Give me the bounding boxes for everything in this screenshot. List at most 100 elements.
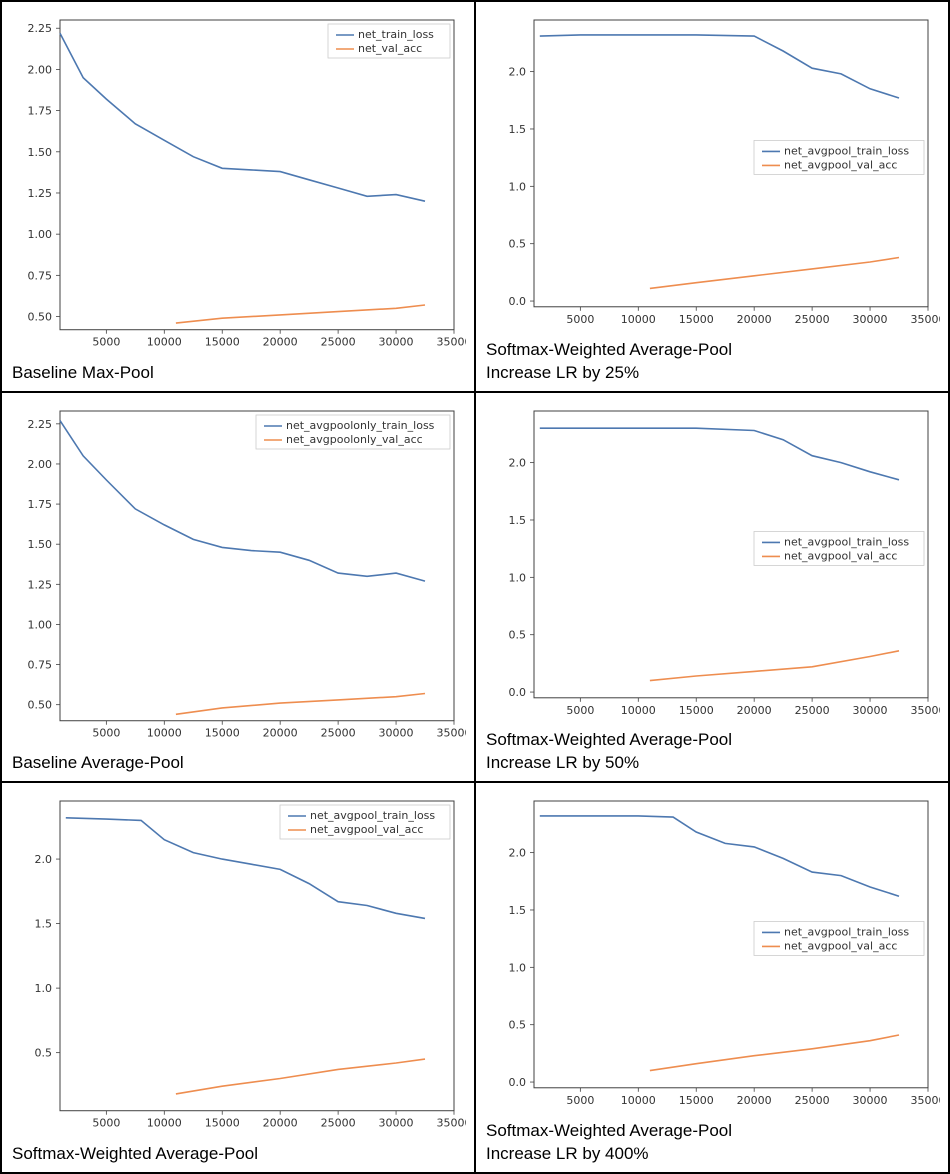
legend-label-acc: net_avgpool_val_acc [310, 823, 423, 836]
acc-line [176, 1059, 425, 1094]
svg-text:1.5: 1.5 [35, 918, 53, 931]
svg-text:30000: 30000 [379, 336, 414, 349]
caption-p11: Baseline Max-Pool [10, 358, 466, 387]
svg-text:20000: 20000 [263, 726, 298, 739]
legend-label-loss: net_avgpool_train_loss [784, 144, 909, 157]
svg-text:1.5: 1.5 [509, 514, 527, 527]
svg-text:0.75: 0.75 [28, 269, 53, 282]
svg-text:0.0: 0.0 [509, 1076, 527, 1089]
svg-text:20000: 20000 [263, 336, 298, 349]
svg-text:1.5: 1.5 [509, 904, 527, 917]
svg-text:30000: 30000 [853, 313, 888, 326]
caption-p12: Softmax-Weighted Average-Pool Increase L… [484, 335, 940, 387]
caption-p22: Softmax-Weighted Average-Pool Increase L… [484, 725, 940, 777]
svg-text:1.00: 1.00 [28, 618, 53, 631]
svg-text:2.0: 2.0 [509, 456, 527, 469]
svg-text:20000: 20000 [263, 1117, 298, 1130]
legend-label-loss: net_avgpool_train_loss [784, 926, 909, 939]
svg-text:20000: 20000 [737, 313, 772, 326]
svg-text:20000: 20000 [737, 703, 772, 716]
caption-line2: Increase LR by 50% [486, 753, 639, 772]
svg-text:1.50: 1.50 [28, 146, 53, 159]
svg-text:2.00: 2.00 [28, 458, 53, 471]
cell-softmax-base: 50001000015000200002500030000350000.51.0… [1, 782, 475, 1173]
svg-text:0.50: 0.50 [28, 698, 53, 711]
legend-label-acc: net_avgpool_val_acc [784, 549, 897, 562]
svg-text:1.0: 1.0 [509, 571, 527, 584]
svg-text:1.75: 1.75 [28, 105, 53, 118]
chart-p11: 5000 10000 15000 20000 25000 30000 35000 0.50 0.… [10, 8, 466, 358]
svg-text:1.5: 1.5 [509, 123, 527, 136]
acc-line [650, 1035, 899, 1071]
caption-line2: Increase LR by 25% [486, 363, 639, 382]
loss-line [60, 33, 425, 201]
cell-softmax-lr50: 50001000015000200002500030000350000.00.5… [475, 392, 949, 783]
acc-line [650, 258, 899, 289]
svg-text:0.5: 0.5 [509, 628, 527, 641]
svg-text:0.5: 0.5 [509, 238, 527, 251]
caption-p32: Softmax-Weighted Average-Pool Increase L… [484, 1116, 940, 1168]
svg-text:20000: 20000 [737, 1094, 772, 1107]
svg-text:10000: 10000 [621, 313, 656, 326]
svg-text:2.25: 2.25 [28, 22, 53, 35]
loss-line [540, 816, 899, 896]
svg-text:0.5: 0.5 [509, 1019, 527, 1032]
svg-text:5000: 5000 [566, 1094, 594, 1107]
legend-label-loss: net_train_loss [358, 28, 434, 41]
caption-line1: Softmax-Weighted Average-Pool [486, 730, 732, 749]
svg-text:5000: 5000 [92, 726, 120, 739]
svg-text:1.0: 1.0 [509, 180, 527, 193]
legend-label-acc: net_avgpool_val_acc [784, 940, 897, 953]
svg-text:2.0: 2.0 [509, 847, 527, 860]
svg-text:35000: 35000 [911, 313, 941, 326]
svg-text:1.25: 1.25 [28, 578, 53, 591]
svg-text:1.75: 1.75 [28, 498, 53, 511]
acc-line [176, 693, 425, 714]
svg-text:35000: 35000 [911, 1094, 941, 1107]
caption-line1: Softmax-Weighted Average-Pool [486, 340, 732, 359]
chart-grid: 5000 10000 15000 20000 25000 30000 35000 0.50 0.… [0, 0, 950, 1174]
cell-baseline-maxpool: 5000 10000 15000 20000 25000 30000 35000 0.50 0.… [1, 1, 475, 392]
svg-text:35000: 35000 [437, 336, 467, 349]
legend-label-acc: net_avgpoolonly_val_acc [286, 433, 423, 446]
svg-text:0.0: 0.0 [509, 686, 527, 699]
svg-text:25000: 25000 [795, 703, 830, 716]
svg-text:5000: 5000 [566, 703, 594, 716]
chart-p32: 50001000015000200002500030000350000.00.5… [484, 789, 940, 1116]
legend-label-acc: net_avgpool_val_acc [784, 158, 897, 171]
legend-label-acc: net_val_acc [358, 42, 422, 55]
caption-p31: Softmax-Weighted Average-Pool [10, 1139, 466, 1168]
svg-text:15000: 15000 [205, 336, 240, 349]
caption-line1: Softmax-Weighted Average-Pool [486, 1121, 732, 1140]
cell-softmax-lr400: 50001000015000200002500030000350000.00.5… [475, 782, 949, 1173]
svg-text:10000: 10000 [147, 1117, 182, 1130]
svg-text:30000: 30000 [379, 726, 414, 739]
svg-text:15000: 15000 [205, 1117, 240, 1130]
loss-line [540, 35, 899, 98]
chart-p22: 50001000015000200002500030000350000.00.5… [484, 399, 940, 726]
svg-text:10000: 10000 [147, 336, 182, 349]
svg-text:25000: 25000 [321, 1117, 356, 1130]
svg-text:30000: 30000 [853, 1094, 888, 1107]
chart-p12: 50001000015000200002500030000350000.00.5… [484, 8, 940, 335]
svg-text:2.0: 2.0 [35, 853, 53, 866]
svg-text:0.75: 0.75 [28, 658, 53, 671]
svg-text:5000: 5000 [92, 1117, 120, 1130]
legend-label-loss: net_avgpool_train_loss [310, 809, 435, 822]
caption-p21: Baseline Average-Pool [10, 748, 466, 777]
svg-text:25000: 25000 [321, 336, 356, 349]
svg-text:10000: 10000 [621, 703, 656, 716]
svg-text:25000: 25000 [795, 313, 830, 326]
svg-text:1.25: 1.25 [28, 187, 53, 200]
svg-text:10000: 10000 [147, 726, 182, 739]
svg-text:0.50: 0.50 [28, 311, 53, 324]
svg-text:30000: 30000 [379, 1117, 414, 1130]
svg-text:2.25: 2.25 [28, 417, 53, 430]
svg-text:1.0: 1.0 [509, 962, 527, 975]
svg-text:25000: 25000 [795, 1094, 830, 1107]
cell-baseline-avgpool: 50001000015000200002500030000350000.500.… [1, 392, 475, 783]
svg-text:5000: 5000 [566, 313, 594, 326]
svg-text:35000: 35000 [437, 726, 467, 739]
legend-label-loss: net_avgpoolonly_train_loss [286, 419, 435, 432]
svg-text:5000: 5000 [92, 336, 120, 349]
